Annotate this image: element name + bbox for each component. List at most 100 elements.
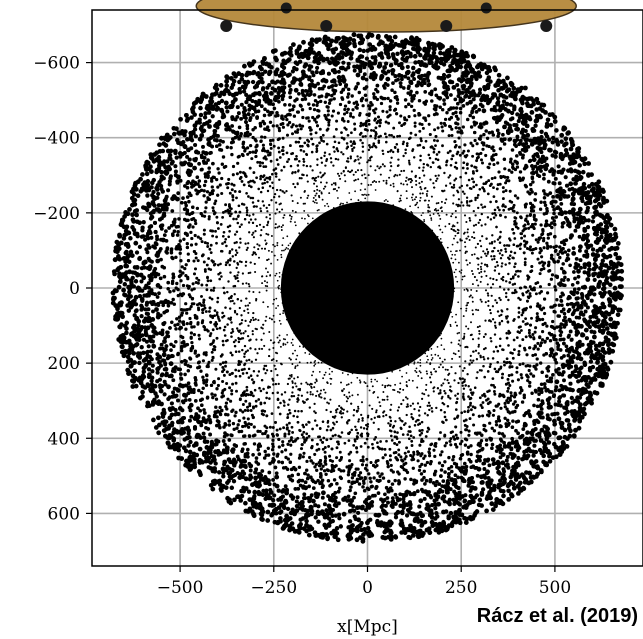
scatter-point: [382, 203, 384, 206]
scatter-point: [365, 486, 370, 491]
scatter-point: [206, 245, 210, 248]
scatter-point: [348, 236, 350, 239]
scatter-point: [172, 289, 176, 293]
scatter-point: [423, 90, 428, 94]
scatter-point: [418, 233, 420, 235]
scatter-point: [325, 181, 328, 184]
scatter-point: [294, 367, 297, 369]
scatter-point: [361, 419, 364, 422]
scatter-point: [490, 286, 493, 289]
scatter-point: [577, 163, 582, 168]
scatter-point: [356, 435, 359, 439]
scatter-point: [405, 190, 408, 193]
scatter-point: [462, 387, 466, 390]
scatter-point: [446, 514, 451, 519]
scatter-point: [315, 424, 319, 427]
scatter-point: [185, 242, 189, 246]
scatter-point: [332, 145, 335, 149]
scatter-point: [364, 197, 367, 200]
scatter-point: [419, 359, 422, 361]
scatter-point: [437, 354, 440, 357]
scatter-point: [359, 337, 361, 340]
scatter-point: [274, 223, 277, 226]
scatter-point: [373, 351, 376, 353]
scatter-point: [442, 98, 446, 102]
scatter-point: [485, 248, 489, 251]
scatter-point: [360, 289, 362, 291]
scatter-point: [430, 219, 433, 221]
scatter-point: [435, 283, 437, 286]
scatter-point: [496, 134, 500, 138]
scatter-point: [551, 355, 556, 359]
scatter-point: [440, 125, 444, 129]
scatter-point: [303, 209, 306, 212]
scatter-point: [242, 183, 246, 187]
scatter-point: [456, 475, 460, 480]
scatter-point: [300, 433, 304, 437]
scatter-point: [339, 203, 342, 206]
scatter-point: [458, 355, 461, 358]
scatter-point: [446, 266, 448, 269]
scatter-point: [336, 242, 338, 244]
scatter-point: [420, 232, 423, 234]
scatter-point: [439, 468, 444, 472]
scatter-point: [460, 201, 463, 204]
scatter-point: [354, 178, 357, 181]
scatter-point: [477, 284, 480, 287]
scatter-point: [381, 476, 386, 480]
scatter-point: [230, 182, 234, 186]
scatter-point: [238, 246, 241, 249]
scatter-point: [597, 279, 603, 285]
scatter-point: [385, 110, 389, 114]
scatter-point: [263, 280, 266, 283]
scatter-point: [230, 82, 236, 87]
scatter-point: [244, 92, 249, 97]
scatter-point: [480, 212, 483, 216]
scatter-point: [482, 335, 486, 339]
scatter-point: [377, 223, 380, 226]
scatter-point: [293, 409, 297, 413]
scatter-point: [346, 95, 350, 99]
scatter-point: [572, 270, 576, 274]
scatter-point: [480, 406, 484, 410]
scatter-point: [475, 159, 479, 163]
scatter-point: [394, 420, 397, 423]
scatter-point: [392, 34, 398, 40]
scatter-point: [348, 311, 350, 313]
scatter-point: [376, 396, 379, 399]
scatter-point: [313, 402, 316, 406]
scatter-point: [437, 212, 440, 215]
scatter-point: [149, 185, 154, 190]
scatter-point: [243, 309, 246, 313]
scatter-point: [398, 134, 402, 138]
scatter-point: [559, 139, 564, 144]
scatter-point: [539, 382, 544, 387]
scatter-point: [355, 201, 357, 204]
scatter-point: [390, 340, 392, 342]
scatter-point: [239, 241, 242, 244]
scatter-point: [517, 275, 520, 278]
scatter-point: [490, 241, 494, 244]
scatter-point: [359, 426, 363, 429]
scatter-point: [208, 310, 211, 313]
scatter-point: [186, 381, 191, 386]
scatter-point: [343, 441, 347, 445]
scatter-point: [299, 127, 303, 131]
scatter-point: [449, 164, 453, 167]
scatter-point: [206, 279, 210, 283]
scatter-point: [303, 496, 307, 501]
scatter-point: [437, 150, 441, 154]
scatter-point: [320, 357, 322, 359]
scatter-point: [302, 157, 305, 161]
scatter-point: [420, 227, 423, 230]
scatter-point: [311, 427, 314, 431]
scatter-point: [290, 69, 295, 74]
scatter-point: [144, 339, 149, 344]
scatter-point: [337, 516, 342, 521]
scatter-point: [210, 185, 214, 189]
scatter-point: [320, 288, 323, 291]
scatter-point: [528, 285, 532, 289]
scatter-point: [528, 334, 532, 338]
scatter-point: [404, 454, 408, 459]
scatter-point: [252, 370, 256, 373]
